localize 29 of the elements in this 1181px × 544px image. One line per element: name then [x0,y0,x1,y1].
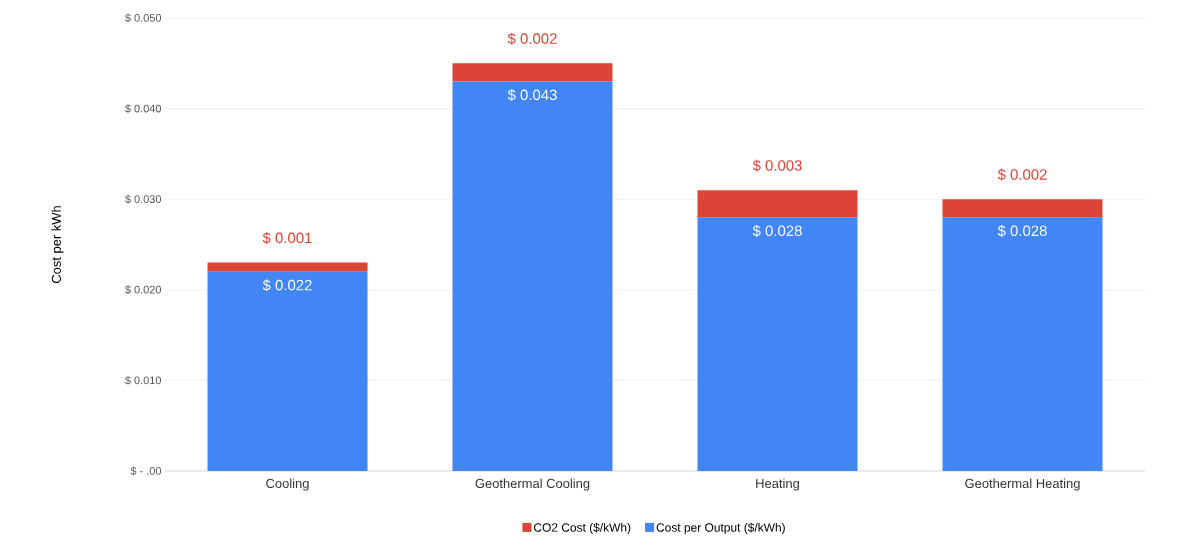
x-tick-label: Geothermal Heating [965,478,1080,491]
y-tick-label: $ 0.030 [125,194,162,204]
bar [697,217,858,471]
bar [207,271,368,471]
legend-label: Cost per Output ($/kWh) [656,522,785,535]
data-label: $ 0.028 [752,224,802,237]
data-label: $ 0.001 [262,232,312,245]
bar [452,81,613,471]
x-tick-label: Cooling [266,478,309,491]
y-axis-title: Cost per kWh [51,206,64,284]
bar [697,190,858,218]
legend-label: CO2 Cost ($/kWh) [534,522,631,535]
y-tick-label: $ 0.050 [125,13,162,23]
y-tick-label: $ - .00 [130,466,162,476]
bar [452,63,613,82]
bar [942,217,1103,471]
y-tick-label: $ 0.020 [125,285,162,295]
data-label: $ 0.003 [752,159,802,172]
data-label: $ 0.002 [507,32,557,45]
x-tick-label: Heating [756,478,799,491]
bar [942,199,1103,218]
data-label: $ 0.043 [507,88,557,102]
x-tick-label: Geothermal Cooling [475,478,590,491]
y-tick-label: $ 0.010 [125,375,162,385]
bar [207,262,368,272]
y-tick-label: $ 0.040 [125,104,162,114]
data-label: $ 0.028 [997,224,1047,237]
data-label: $ 0.022 [262,279,312,292]
data-label: $ 0.002 [997,168,1047,181]
